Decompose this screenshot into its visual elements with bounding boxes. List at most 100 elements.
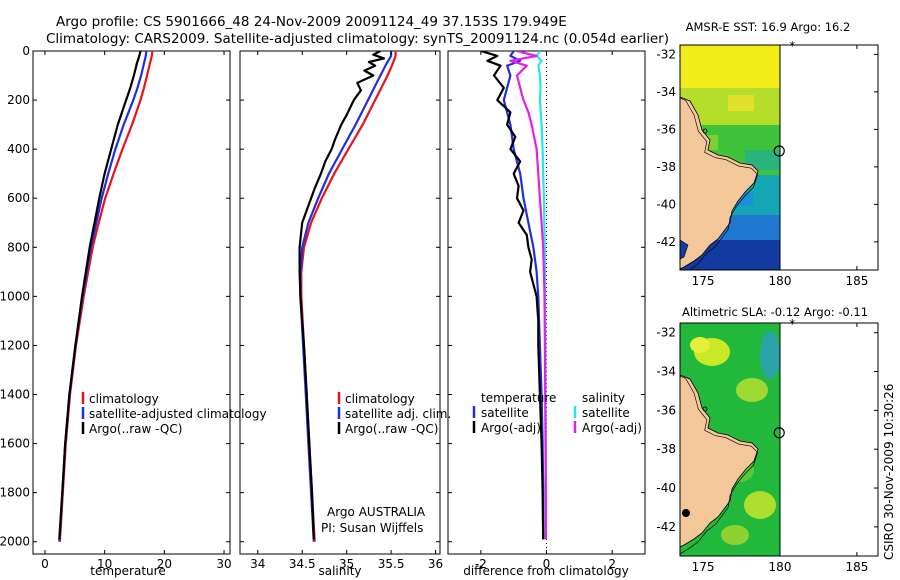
sla-patch — [744, 491, 776, 519]
timestamp-stamp: CSIRO 30-Nov-2009 10:30:26 — [882, 384, 896, 560]
map-y-tick-label: -34 — [656, 365, 676, 379]
star-marker: * — [789, 39, 795, 53]
axis-ticks: 0 10 20 30020040060080010001200140016001800… — [0, 44, 878, 574]
agency-note: Argo AUSTRALIA — [327, 505, 426, 519]
new-zealand-land — [680, 96, 759, 270]
sla-map-field — [680, 323, 780, 556]
x-tick-label: 34.5 — [289, 557, 316, 571]
sla-patch — [760, 331, 780, 379]
y-tick-label: 800 — [7, 240, 30, 254]
series-line-climatology — [58, 51, 154, 542]
float-position-marker — [773, 145, 785, 157]
y-tick-label: 1000 — [0, 289, 30, 303]
legend-label-climatology: climatology — [345, 392, 415, 406]
map-y-tick-label: -36 — [656, 122, 676, 136]
series-line-argo-raw-qc- — [298, 51, 386, 540]
title-line-2: Climatology: CARS2009. Satellite-adjuste… — [46, 31, 669, 47]
sst-map-title: AMSR-E SST: 16.9 Argo: 16.2 — [686, 20, 851, 34]
sla-patch — [736, 378, 768, 402]
map-y-tick-label: -42 — [656, 520, 676, 534]
series-line-temperature-argo-adj- — [480, 51, 545, 540]
y-tick-label: 1200 — [0, 338, 30, 352]
map-y-tick-label: -40 — [656, 481, 676, 495]
map-y-tick-label: -32 — [656, 47, 676, 61]
x-tick-label: 30 — [216, 557, 231, 571]
star-marker: * — [789, 317, 795, 331]
salinity-axes — [239, 50, 441, 555]
x-tick-label: 2 — [608, 557, 616, 571]
map-x-tick-label: 185 — [845, 560, 868, 574]
sst-band — [680, 45, 780, 90]
pi-note: PI: Susan Wijffels — [321, 521, 423, 535]
x-tick-label: 35.5 — [378, 557, 405, 571]
series-line-satellite-adjusted-climatology — [58, 51, 148, 542]
legend-label-satellite: satellite adj. clim. — [345, 407, 451, 421]
legend-title-temperature: temperature — [481, 391, 556, 405]
map-y-tick-label: -36 — [656, 403, 676, 417]
legend-label-sal-argo: Argo(-adj) — [582, 421, 642, 435]
legend-title-salinity: salinity — [582, 391, 625, 405]
map-x-tick-label: 185 — [845, 274, 868, 288]
map-y-tick-label: -38 — [656, 160, 676, 174]
series-line-temperature-satellite — [502, 51, 545, 540]
new-zealand-land — [680, 374, 759, 555]
map-x-tick-label: 175 — [692, 274, 715, 288]
legend-label-sal-satellite: satellite — [582, 406, 630, 420]
x-tick-label: 36 — [428, 557, 443, 571]
legend-label-argo: Argo(..raw -QC) — [89, 422, 182, 436]
legend-label-temp-argo: Argo(-adj) — [481, 421, 541, 435]
y-tick-label: 0 — [22, 44, 30, 58]
sst-map-axes — [679, 44, 879, 271]
temperature-lines — [58, 51, 154, 542]
series-line-salinity-argo-adj- — [509, 51, 547, 540]
map-y-tick-label: -42 — [656, 235, 676, 249]
sla-patch — [721, 525, 749, 545]
sst-patch — [728, 95, 754, 111]
salinity-legend: climatology satellite adj. clim. Argo(..… — [337, 392, 451, 436]
x-tick-label: -2 — [475, 557, 487, 571]
map-y-tick-label: -34 — [656, 85, 676, 99]
series-line-climatology — [300, 51, 397, 542]
sst-map-field — [680, 45, 780, 270]
difference-lines — [480, 51, 547, 540]
temperature-axes — [32, 50, 231, 555]
y-tick-label: 200 — [7, 93, 30, 107]
difference-xlabel: difference from climatology — [463, 564, 629, 578]
legend-label-satellite: satellite-adjusted climatology — [89, 407, 267, 421]
sla-map-title: Altimetric SLA: -0.12 Argo: -0.11 — [682, 305, 868, 319]
map-x-tick-label: 180 — [769, 274, 792, 288]
salinity-lines — [298, 51, 397, 542]
y-tick-label: 400 — [7, 142, 30, 156]
series-line-satellite-adj-clim- — [299, 51, 393, 542]
y-tick-label: 1800 — [0, 486, 30, 500]
y-tick-label: 1600 — [0, 437, 30, 451]
legend-label-argo: Argo(..raw -QC) — [345, 422, 438, 436]
difference-legend: temperature satellite Argo(-adj) salinit… — [472, 391, 642, 435]
salinity-xlabel: salinity — [318, 564, 361, 578]
map-x-tick-label: 180 — [769, 560, 792, 574]
x-tick-label: 35 — [339, 557, 354, 571]
sla-patch — [690, 337, 710, 353]
legend-label-climatology: climatology — [89, 392, 159, 406]
x-tick-label: 0 — [543, 557, 551, 571]
map-y-tick-label: -38 — [656, 442, 676, 456]
map-x-tick-label: 175 — [692, 560, 715, 574]
legend-label-temp-satellite: satellite — [481, 406, 529, 420]
series-line-argo-raw-qc- — [58, 51, 142, 540]
title-line-1: Argo profile: CS 5901666_48 24-Nov-2009 … — [56, 14, 567, 30]
sla-map-axes — [679, 322, 879, 557]
x-tick-label: 20 — [157, 557, 172, 571]
map-y-tick-label: -40 — [656, 197, 676, 211]
y-tick-label: 1400 — [0, 388, 30, 402]
temperature-legend: climatology satellite-adjusted climatolo… — [81, 392, 267, 436]
y-tick-label: 2000 — [0, 535, 30, 549]
x-tick-label: 10 — [97, 557, 112, 571]
x-tick-label: 34 — [250, 557, 265, 571]
sst-patch — [745, 150, 780, 170]
y-tick-label: 600 — [7, 191, 30, 205]
float-position-marker — [773, 427, 785, 439]
map-y-tick-label: -32 — [656, 326, 676, 340]
x-tick-label: 0 — [41, 557, 49, 571]
temperature-xlabel: temperature — [90, 564, 165, 578]
